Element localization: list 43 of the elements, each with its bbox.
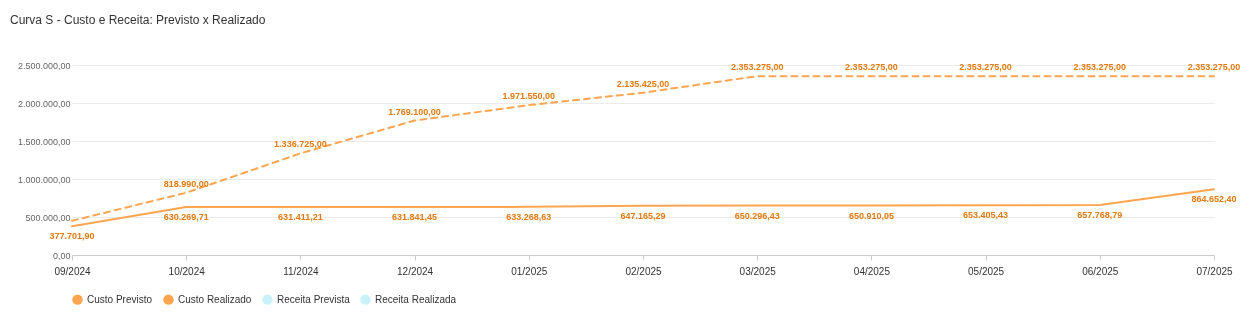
y-tick-label: 1.000.000,00 [17,174,71,185]
y-tick-label: 0,00 [52,250,71,261]
data-label: 647.165,29 [620,210,666,221]
data-label: 650.910,05 [848,210,894,221]
data-label: 631.841,45 [392,211,438,222]
y-tick-label: 1.500.000,00 [17,136,71,147]
data-label: 650.296,43 [734,210,780,221]
y-tick-label: 2.000.000,00 [17,98,71,109]
data-label: 2.135.425,00 [616,78,670,89]
legend-label: Receita Prevista [277,293,351,305]
x-tick-label: 12/2024 [397,265,434,277]
x-tick-label: 01/2025 [511,265,548,277]
y-tick-label: 2.500.000,00 [17,60,71,71]
data-label: 1.971.550,00 [502,91,556,102]
legend-label: Custo Previsto [87,293,153,305]
x-tick-label: 09/2024 [54,265,92,277]
data-label: 633.268,63 [506,211,552,222]
x-tick-label: 11/2024 [283,265,320,277]
data-label: 657.768,79 [1077,210,1123,221]
data-label: 2.353.275,00 [1187,62,1241,73]
x-tick-label: 02/2025 [625,265,663,277]
data-label: 1.336.725,00 [274,139,327,150]
x-tick-label: 04/2025 [853,265,891,277]
data-label: 2.353.275,00 [1073,62,1127,73]
data-label: 864.652,40 [1191,194,1237,205]
data-label: 2.353.275,00 [845,62,898,73]
chart-title: Curva S - Custo e Receita: Previsto x Realizado [10,13,266,27]
legend-label: Receita Realizada [375,293,457,305]
x-tick-label: 10/2024 [168,265,206,277]
data-label: 653.405,43 [963,210,1009,221]
data-label: 818.990,00 [163,178,209,189]
x-tick-label: 07/2025 [1196,265,1234,277]
y-tick-label: 500.000,00 [25,212,71,223]
x-tick-label: 05/2025 [968,265,1005,277]
x-tick-label: 03/2025 [739,265,777,277]
legend-label: Custo Realizado [178,293,252,305]
data-label: 631.411,21 [278,212,323,223]
x-tick-label: 06/2025 [1082,265,1119,277]
data-label: 1.769.100,00 [388,106,441,117]
data-label: 2.353.275,00 [959,62,1012,73]
data-label: 2.353.275,00 [730,62,784,73]
data-label: 630.269,71 [163,212,209,223]
data-label: 377.701,90 [49,231,95,242]
